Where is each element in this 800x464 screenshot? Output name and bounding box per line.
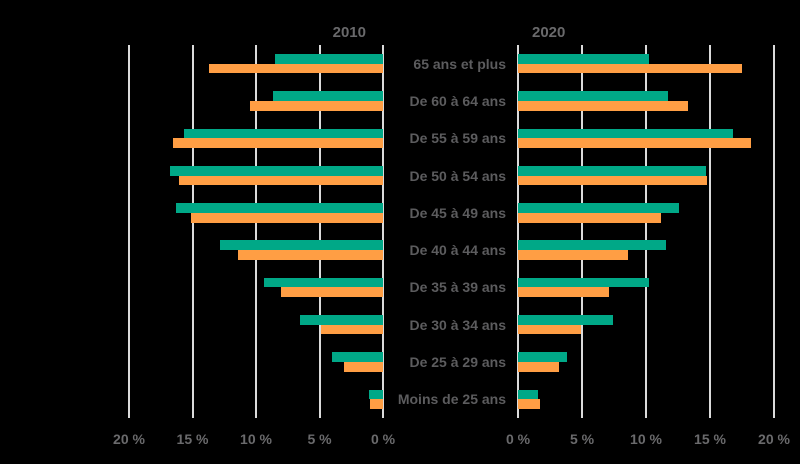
panel-title-2010: 2010 xyxy=(332,24,366,41)
bar-2020-orange-series-5 xyxy=(518,250,629,260)
axis-tick-label-2010-5: 5 % xyxy=(307,431,332,447)
category-label-1: De 60 à 64 ans xyxy=(409,92,506,109)
bar-2020-teal-series-5 xyxy=(518,240,667,251)
bar-2010-orange-series-5 xyxy=(238,250,383,260)
bar-2010-teal-series-5 xyxy=(220,240,383,251)
bar-2020-orange-series-7 xyxy=(518,324,581,335)
axis-tick-label-2020-15: 15 % xyxy=(694,431,726,447)
bar-2020-teal-series-3 xyxy=(518,165,707,176)
axis-tick-label-2020-20: 20 % xyxy=(758,431,790,447)
bar-2010-teal-series-0 xyxy=(275,53,383,64)
bar-2010-teal-series-7 xyxy=(300,315,383,325)
category-label-0: 65 ans et plus xyxy=(413,55,506,72)
bar-2020-orange-series-8 xyxy=(518,362,559,372)
bar-2010-teal-series-8 xyxy=(332,352,383,363)
bar-2010-teal-series-6 xyxy=(263,277,383,288)
category-label-6: De 35 à 39 ans xyxy=(409,279,506,296)
bar-2020-orange-series-0 xyxy=(518,63,742,74)
bar-2020-orange-series-4 xyxy=(518,212,662,223)
axis-tick-label-2010-15: 15 % xyxy=(176,431,209,447)
category-label-8: De 25 à 29 ans xyxy=(409,354,506,371)
category-label-4: De 45 à 49 ans xyxy=(409,204,506,221)
bar-2020-orange-series-9 xyxy=(518,399,540,410)
bar-2010-orange-series-2 xyxy=(173,138,383,148)
bar-2010-orange-series-7 xyxy=(320,324,383,335)
bar-2020-teal-series-8 xyxy=(518,352,567,363)
gridline-2010-10 xyxy=(255,45,257,418)
gridline-2020-10 xyxy=(645,45,647,418)
category-label-9: Moins de 25 ans xyxy=(397,391,506,408)
category-label-7: De 30 à 34 ans xyxy=(409,316,506,333)
bar-2020-orange-series-6 xyxy=(518,287,609,298)
gridline-2020-5 xyxy=(581,45,583,418)
bar-2010-teal-series-9 xyxy=(369,389,383,400)
gridline-2010-5 xyxy=(318,45,321,418)
bar-2010-orange-series-0 xyxy=(209,63,383,74)
axis-tick-label-2010-0: 0 % xyxy=(370,431,396,447)
gridline-2020-0 xyxy=(517,45,519,418)
bar-2020-teal-series-4 xyxy=(518,203,680,213)
gridline-2010-20 xyxy=(128,45,130,418)
bar-2020-teal-series-9 xyxy=(518,389,539,400)
bar-2020-teal-series-0 xyxy=(518,53,649,64)
gridline-2020-20 xyxy=(773,45,775,418)
axis-tick-label-2010-20: 20 % xyxy=(113,431,145,447)
category-label-5: De 40 à 44 ans xyxy=(409,242,506,259)
bar-2010-teal-series-3 xyxy=(169,165,383,176)
bar-2020-teal-series-7 xyxy=(518,315,613,325)
axis-tick-label-2020-5: 5 % xyxy=(569,431,595,447)
bar-2020-orange-series-3 xyxy=(518,175,708,186)
category-label-3: De 50 à 54 ans xyxy=(409,167,506,184)
axis-tick-label-2020-0: 0 % xyxy=(505,431,531,447)
bar-2020-teal-series-2 xyxy=(518,128,734,139)
bar-2010-teal-series-1 xyxy=(272,91,383,101)
bar-2020-teal-series-1 xyxy=(518,91,668,101)
bar-2010-teal-series-2 xyxy=(183,128,383,139)
gridline-2010-0 xyxy=(382,45,384,418)
category-label-2: De 55 à 59 ans xyxy=(409,130,506,147)
bar-2010-teal-series-4 xyxy=(176,203,383,213)
bar-2010-orange-series-3 xyxy=(178,175,383,186)
bar-2010-orange-series-4 xyxy=(191,212,383,223)
bar-2020-orange-series-1 xyxy=(518,100,689,111)
axis-tick-label-2010-10: 10 % xyxy=(240,431,272,447)
bar-2010-orange-series-6 xyxy=(281,287,383,298)
bar-2010-orange-series-9 xyxy=(370,399,383,410)
panel-title-2020: 2020 xyxy=(532,24,566,41)
bar-2020-orange-series-2 xyxy=(518,138,751,148)
gridline-2010-15 xyxy=(191,45,194,418)
bar-2020-teal-series-6 xyxy=(518,277,649,288)
axis-tick-label-2020-10: 10 % xyxy=(630,431,662,447)
bar-2010-orange-series-8 xyxy=(343,362,383,372)
gridline-2020-15 xyxy=(709,45,711,418)
bar-2010-orange-series-1 xyxy=(249,100,383,111)
